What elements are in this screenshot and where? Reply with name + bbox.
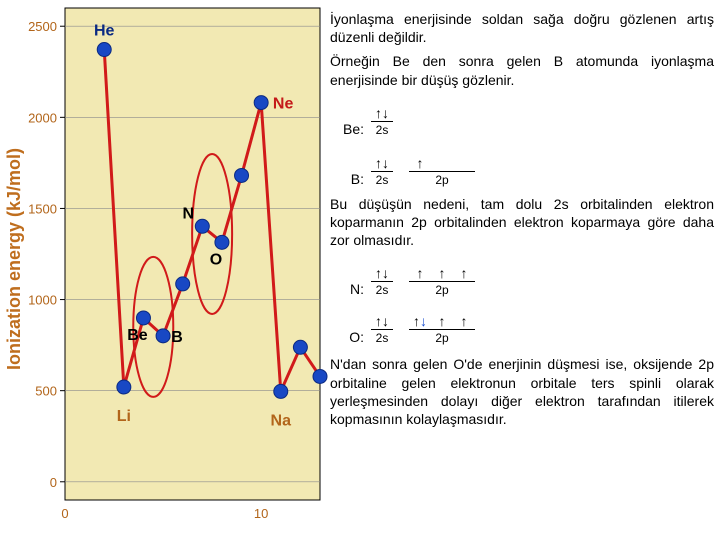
svg-text:Li: Li: [117, 408, 131, 425]
config-n: N: 2s 2p: [330, 255, 714, 297]
paragraph-reason: Bu düşüşün nedeni, tam dolu 2s orbitalin…: [330, 195, 714, 250]
svg-text:0: 0: [61, 506, 68, 521]
orbital-2s: 2s: [371, 255, 393, 297]
svg-text:500: 500: [35, 384, 57, 399]
config-o: O: 2s 2p: [330, 303, 714, 345]
svg-text:Ionization energy (kJ/mol): Ionization energy (kJ/mol): [4, 148, 24, 370]
orbital-2s: 2s: [371, 145, 393, 187]
svg-text:Be: Be: [127, 327, 148, 344]
svg-text:Na: Na: [271, 412, 292, 429]
svg-text:B: B: [171, 329, 183, 346]
svg-text:1500: 1500: [28, 201, 57, 216]
orbital-2p: 2p: [409, 145, 475, 187]
svg-text:2000: 2000: [28, 110, 57, 125]
config-b: B: 2s 2p: [330, 145, 714, 187]
orbital-2p: 2p: [409, 255, 475, 297]
svg-text:Ne: Ne: [273, 96, 294, 113]
orbital-2s: 2s: [371, 95, 393, 137]
label-o: O:: [330, 329, 368, 345]
config-be: Be: 2s: [330, 95, 714, 137]
label-be: Be:: [330, 121, 368, 137]
svg-text:2500: 2500: [28, 19, 57, 34]
svg-text:0: 0: [50, 475, 57, 490]
paragraph-o-explanation: N'dan sonra gelen O'de enerjinin düşmesi…: [330, 355, 714, 428]
paragraph-intro-2: Örneğin Be den sonra gelen B atomunda iy…: [330, 52, 714, 88]
paragraph-intro-1: İyonlaşma enerjisinde soldan sağa doğru …: [330, 10, 714, 46]
label-b: B:: [330, 171, 368, 187]
label-n: N:: [330, 281, 368, 297]
orbital-2s: 2s: [371, 303, 393, 345]
svg-text:He: He: [94, 23, 115, 40]
ionization-energy-chart: 0 500 1000 1500 2000 2500 0 10 Ionization energy…: [0, 0, 330, 540]
svg-text:1000: 1000: [28, 293, 57, 308]
svg-text:O: O: [210, 251, 222, 268]
svg-text:10: 10: [254, 506, 268, 521]
orbital-2p: 2p: [409, 303, 475, 345]
svg-text:N: N: [183, 205, 195, 222]
